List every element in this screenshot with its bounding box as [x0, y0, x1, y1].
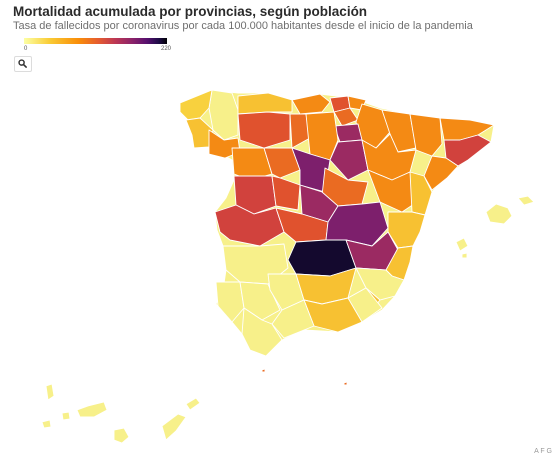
city-ceuta [261, 368, 266, 373]
province-lleida [409, 113, 443, 157]
island-lanzarote [185, 397, 201, 411]
island-el-hierro [41, 419, 52, 429]
province-huesca [381, 109, 417, 153]
province-almeria [347, 287, 383, 323]
province-salamanca [233, 175, 277, 215]
island-fuerteventura [161, 413, 187, 441]
province-cadiz [241, 307, 283, 357]
province-asturias [237, 92, 293, 115]
island-formentera [461, 252, 468, 259]
search-button[interactable] [14, 56, 32, 72]
province-huelva [215, 281, 245, 323]
city-melilla [343, 381, 348, 386]
province-sevilla [239, 281, 281, 321]
legend-min-label: 0 [24, 46, 28, 52]
province-cantabria [291, 93, 331, 115]
island-menorca [517, 195, 535, 206]
corner-text: A F G [534, 448, 552, 455]
legend-max-label: 220 [161, 46, 172, 52]
search-icon [18, 59, 27, 68]
chart-title: Mortalidad acumulada por provincias, seg… [13, 4, 368, 19]
province-castellon [409, 171, 433, 216]
color-legend: 0 220 [24, 38, 172, 58]
province-avila [271, 175, 301, 211]
island-tenerife [76, 401, 108, 418]
legend-color-bar [24, 38, 167, 44]
province-leon [237, 111, 291, 149]
province-valladolid [263, 147, 301, 179]
island-gran-canaria [113, 427, 130, 444]
chart-subtitle: Tasa de fallecidos por coronavirus por c… [13, 20, 473, 32]
island-la-gomera [61, 411, 71, 421]
island-la-palma [45, 383, 55, 401]
province-ciudad-real [287, 239, 357, 277]
island-ibiza [455, 237, 469, 252]
province-lugo [208, 89, 239, 141]
island-mallorca [485, 203, 513, 225]
